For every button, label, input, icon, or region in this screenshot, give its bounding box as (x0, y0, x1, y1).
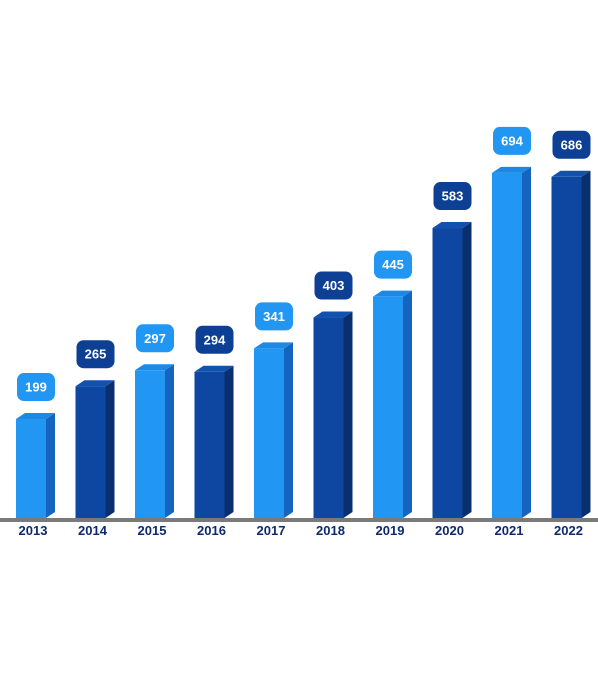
data-label: 694 (501, 133, 523, 148)
bar-top (492, 166, 531, 173)
data-label-badge (433, 182, 472, 211)
data-label: 341 (263, 309, 285, 324)
bar-top (135, 364, 174, 371)
bar-side (105, 380, 115, 518)
bar-top (75, 380, 115, 387)
bar-side (343, 311, 353, 518)
bar-front (16, 419, 46, 518)
bar-top (432, 222, 472, 229)
bar-2017 (254, 342, 293, 518)
data-label: 583 (442, 189, 464, 204)
bar-front (432, 228, 463, 518)
x-tick-label: 2022 (554, 523, 583, 538)
bar-2019 (373, 290, 412, 518)
bar-side (462, 222, 472, 518)
bar-side (403, 290, 412, 518)
bar-top (551, 170, 591, 177)
x-tick-label: 2020 (435, 523, 464, 538)
data-label: 294 (204, 332, 226, 347)
x-tick-label: 2019 (376, 523, 405, 538)
data-label-badge (552, 130, 591, 159)
data-label-badge (17, 373, 55, 402)
bar-side (165, 364, 174, 518)
x-tick-label: 2014 (78, 523, 108, 538)
bar-front (551, 176, 582, 518)
data-label: 686 (561, 137, 583, 152)
x-tick-label: 2013 (19, 523, 48, 538)
data-label: 265 (85, 347, 107, 362)
bar-front (313, 317, 344, 518)
data-label: 403 (323, 278, 345, 293)
data-label: 297 (144, 331, 166, 346)
bar-top (194, 365, 234, 372)
bar-side (46, 413, 55, 518)
bar-2014 (75, 380, 115, 518)
data-label-badge (374, 250, 412, 279)
bar-front (194, 371, 225, 518)
bar-2015 (135, 364, 174, 518)
bar-side (224, 365, 234, 518)
data-label-badge (76, 340, 115, 369)
bar-top (254, 342, 293, 349)
bar-front (492, 172, 522, 519)
bar-side (284, 342, 293, 518)
bar-side (522, 166, 531, 519)
x-tick-label: 2017 (257, 523, 286, 538)
bar-top (16, 413, 55, 420)
data-label: 445 (382, 257, 404, 272)
x-tick-label: 2016 (197, 523, 226, 538)
bar-front (135, 370, 165, 518)
bar-front (75, 386, 106, 518)
data-label-badge (195, 325, 234, 354)
bar-top (373, 290, 412, 297)
data-label-badge (493, 126, 531, 155)
bar-2020 (432, 222, 472, 518)
bar-side (581, 170, 591, 518)
bar-top (313, 311, 353, 318)
bar-front (373, 296, 403, 518)
data-label: 199 (25, 380, 47, 395)
x-tick-label: 2018 (316, 523, 345, 538)
data-label-badge (255, 302, 293, 331)
bar-front (254, 348, 284, 518)
x-tick-label: 2015 (138, 523, 167, 538)
x-tick-label: 2021 (495, 523, 524, 538)
bar-2021 (492, 166, 531, 519)
bar-2018 (313, 311, 353, 518)
data-label-badge (314, 271, 353, 300)
bar-2016 (194, 365, 234, 518)
data-label-badge (136, 324, 174, 353)
bar-2022 (551, 170, 591, 518)
bar-2013 (16, 413, 55, 518)
baseline (0, 518, 598, 522)
